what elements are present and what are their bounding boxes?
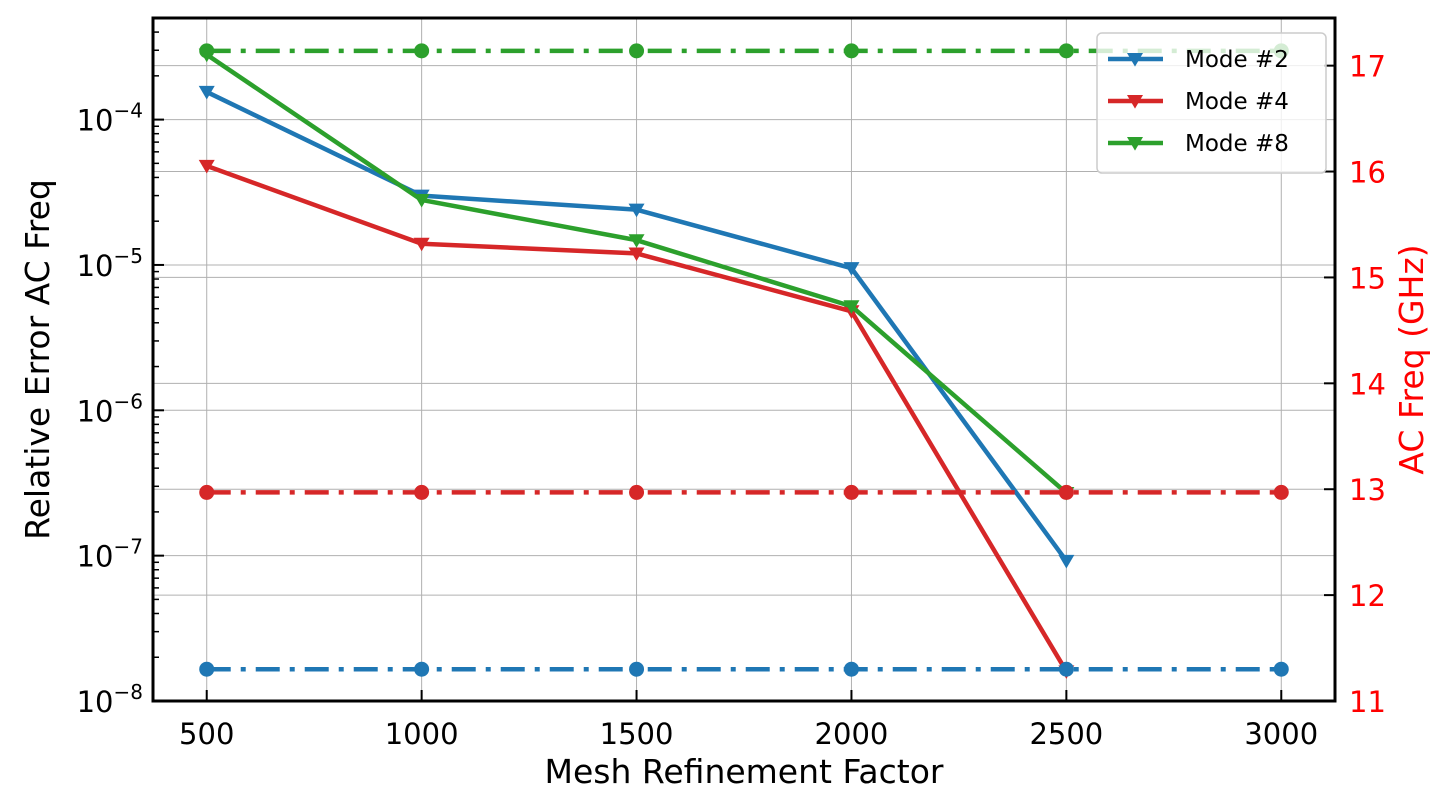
data-point — [628, 247, 645, 262]
data-point — [629, 43, 645, 59]
y2-tick-label: 16 — [1349, 156, 1386, 190]
series-4 — [199, 661, 1289, 677]
y2-tick-label: 14 — [1349, 367, 1386, 401]
data-point — [414, 43, 430, 59]
y2-tick-label: 15 — [1349, 261, 1386, 295]
legend-marker — [1127, 95, 1143, 109]
data-point — [198, 85, 215, 100]
y-axis-left: 10−8 10−7 10−6 10−5 10−4 — [77, 17, 164, 719]
data-point — [414, 661, 430, 677]
x-tick-label: 2000 — [815, 717, 889, 751]
data-point — [629, 484, 645, 500]
legend-label: Mode #8 — [1185, 131, 1289, 157]
data-point — [843, 262, 860, 276]
data-point — [1273, 484, 1289, 500]
y2-tick-label: 12 — [1349, 579, 1386, 613]
data-point — [413, 193, 430, 208]
y-tick-label: 10−7 — [77, 535, 143, 574]
data-point — [629, 661, 645, 677]
data-point — [628, 203, 645, 218]
plot-frame — [151, 16, 1337, 703]
y2-tick-label: 11 — [1349, 685, 1386, 719]
x-tick-label: 1000 — [385, 717, 459, 751]
y-tick-label: 10−6 — [77, 389, 143, 428]
data-point — [1058, 554, 1075, 569]
legend: Mode #2 Mode #4 Mode #8 — [1096, 32, 1327, 174]
data-point — [199, 661, 215, 677]
x-tick-label: 500 — [179, 717, 234, 751]
y2-axis-label: AC Freq (GHz) — [1392, 244, 1431, 474]
data-point — [843, 484, 859, 500]
legend-box — [1096, 32, 1327, 174]
y-tick-label: 10−5 — [77, 244, 143, 283]
data-point — [199, 43, 215, 59]
legend-marker — [1127, 53, 1143, 67]
data-point — [1273, 661, 1289, 677]
y2-tick-label: 17 — [1349, 50, 1386, 84]
y-tick-label: 10−4 — [77, 99, 143, 138]
series-3 — [198, 48, 1075, 501]
x-axis: 500 1000 1500 2000 2500 3000 — [179, 690, 1318, 751]
legend-label: Mode #4 — [1185, 89, 1289, 115]
data-point — [414, 484, 430, 500]
legend-marker — [1127, 137, 1143, 151]
data-point — [1058, 43, 1074, 59]
y-axis-label: Relative Error AC Freq — [18, 179, 57, 540]
series-5 — [199, 484, 1289, 500]
data-point — [198, 159, 215, 174]
data-point — [1058, 484, 1074, 500]
y-axis-right: 11 12 13 14 15 16 17 — [1324, 50, 1386, 719]
x-tick-label: 3000 — [1244, 717, 1318, 751]
data-point — [199, 484, 215, 500]
legend-label: Mode #2 — [1185, 47, 1289, 73]
data-point — [413, 237, 430, 252]
x-tick-label: 1500 — [600, 717, 674, 751]
data-point — [628, 234, 645, 248]
y2-tick-label: 13 — [1349, 473, 1386, 507]
x-tick-label: 2500 — [1029, 717, 1103, 751]
data-point — [1058, 661, 1074, 677]
x-axis-label: Mesh Refinement Factor — [545, 752, 944, 791]
data-point — [843, 661, 859, 677]
y-tick-label: 10−8 — [77, 680, 143, 719]
data-point — [843, 300, 860, 314]
data-point — [843, 43, 859, 59]
